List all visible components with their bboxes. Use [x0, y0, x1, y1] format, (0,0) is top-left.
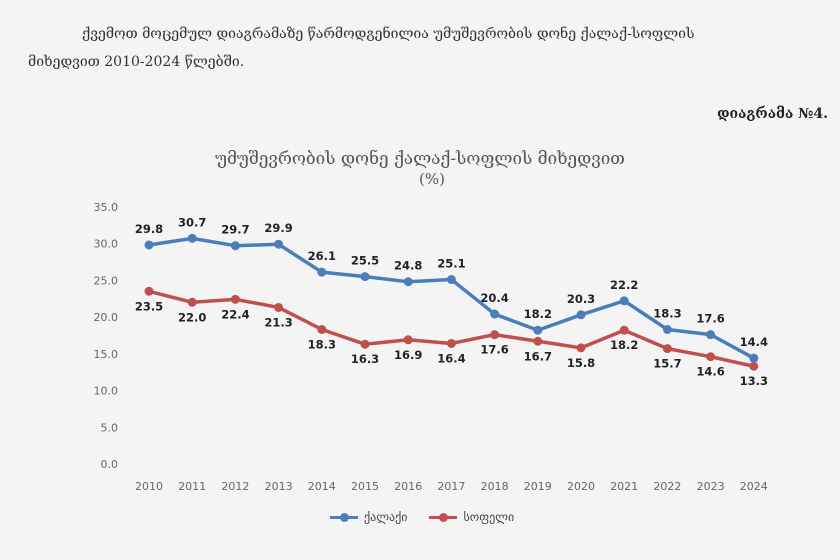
- data-label: 16.7: [524, 349, 552, 363]
- data-point: [490, 309, 500, 319]
- data-label: 18.3: [308, 337, 336, 351]
- y-tick-label: 10.0: [94, 385, 119, 398]
- data-label: 20.3: [567, 292, 595, 306]
- data-label: 22.4: [221, 307, 249, 321]
- x-tick-label: 2020: [567, 480, 595, 493]
- chart-unit: (%): [419, 170, 445, 188]
- data-point: [403, 277, 413, 287]
- x-tick-label: 2018: [481, 480, 509, 493]
- chart-title: უმუშევრობის დონე ქალაქ-სოფლის მიხედვით: [215, 149, 625, 169]
- data-label: 21.3: [264, 315, 292, 329]
- data-point: [662, 344, 672, 354]
- y-tick-label: 15.0: [94, 348, 119, 361]
- data-label: 18.2: [524, 307, 552, 321]
- data-point: [706, 352, 716, 362]
- data-point: [446, 275, 456, 285]
- x-tick-label: 2021: [610, 480, 638, 493]
- data-point: [706, 330, 716, 340]
- data-point: [144, 286, 154, 296]
- data-point: [576, 343, 586, 353]
- data-point: [576, 310, 586, 320]
- x-tick-label: 2023: [697, 480, 725, 493]
- data-label: 18.2: [610, 338, 638, 352]
- legend-swatch-city: [330, 512, 358, 522]
- data-label: 29.8: [135, 222, 163, 236]
- data-point: [749, 353, 759, 363]
- intro-line-1: ქვემოთ მოცემულ დიაგრამაზე წარმოდგენილია …: [82, 26, 695, 42]
- x-tick-label: 2017: [437, 480, 465, 493]
- data-label: 15.8: [567, 356, 595, 370]
- data-label: 23.5: [135, 299, 163, 313]
- data-point: [187, 297, 197, 307]
- y-tick-label: 30.0: [94, 238, 119, 251]
- data-label: 30.7: [178, 215, 206, 229]
- data-point: [274, 302, 284, 312]
- x-tick-label: 2010: [135, 480, 163, 493]
- data-label: 24.8: [394, 259, 422, 273]
- data-label: 22.0: [178, 310, 206, 324]
- data-point: [533, 336, 543, 346]
- data-label: 17.6: [480, 343, 508, 357]
- data-label: 18.3: [653, 306, 681, 320]
- data-label: 29.9: [264, 221, 292, 235]
- data-point: [230, 294, 240, 304]
- data-label: 25.5: [351, 254, 379, 268]
- data-label: 20.4: [480, 291, 508, 305]
- data-label: 25.1: [437, 257, 465, 271]
- intro-text: ქვემოთ მოცემულ დიაგრამაზე წარმოდგენილია …: [28, 20, 828, 76]
- legend-item-city: ქალაქი: [330, 510, 407, 524]
- data-label: 15.7: [653, 357, 681, 371]
- legend-label-city: ქალაქი: [364, 510, 408, 524]
- legend-label-village: სოფელი: [463, 510, 515, 524]
- data-point: [360, 272, 370, 282]
- x-tick-label: 2014: [308, 480, 336, 493]
- data-label: 14.6: [696, 365, 724, 379]
- x-tick-label: 2024: [740, 480, 768, 493]
- data-point: [230, 241, 240, 251]
- data-label: 22.2: [610, 278, 638, 292]
- data-point: [317, 267, 327, 277]
- y-tick-label: 35.0: [94, 201, 119, 214]
- data-point: [619, 325, 629, 335]
- x-tick-label: 2013: [265, 480, 293, 493]
- chart-legend: ქალაქი სოფელი: [330, 510, 514, 524]
- x-tick-label: 2022: [653, 480, 681, 493]
- x-tick-label: 2012: [221, 480, 249, 493]
- data-point: [533, 325, 543, 335]
- diagram-number: დიაგრამა №4.: [717, 106, 828, 122]
- data-label: 16.3: [351, 352, 379, 366]
- data-point: [317, 324, 327, 334]
- y-tick-label: 25.0: [94, 274, 119, 287]
- intro-line-2: მიხედვით 2010-2024 წლებში.: [28, 54, 245, 70]
- data-point: [403, 335, 413, 345]
- data-label: 16.4: [437, 351, 465, 365]
- data-point: [619, 296, 629, 306]
- data-label: 14.4: [740, 335, 768, 349]
- data-label: 17.6: [696, 312, 724, 326]
- data-point: [749, 361, 759, 371]
- legend-item-village: სოფელი: [429, 510, 514, 524]
- data-label: 29.7: [221, 223, 249, 237]
- data-point: [144, 240, 154, 250]
- data-point: [360, 339, 370, 349]
- data-label: 16.9: [394, 348, 422, 362]
- legend-swatch-village: [429, 512, 458, 522]
- data-point: [446, 338, 456, 348]
- data-point: [490, 330, 500, 340]
- x-tick-label: 2015: [351, 480, 379, 493]
- y-tick-label: 5.0: [101, 421, 119, 434]
- y-tick-label: 20.0: [94, 311, 119, 324]
- y-tick-label: 0.0: [101, 458, 119, 471]
- x-tick-label: 2011: [178, 480, 206, 493]
- data-label: 26.1: [308, 249, 336, 263]
- data-label: 13.3: [740, 374, 768, 388]
- x-tick-label: 2016: [394, 480, 422, 493]
- data-point: [662, 324, 672, 334]
- data-point: [274, 239, 284, 249]
- data-point: [187, 233, 197, 243]
- x-tick-label: 2019: [524, 480, 552, 493]
